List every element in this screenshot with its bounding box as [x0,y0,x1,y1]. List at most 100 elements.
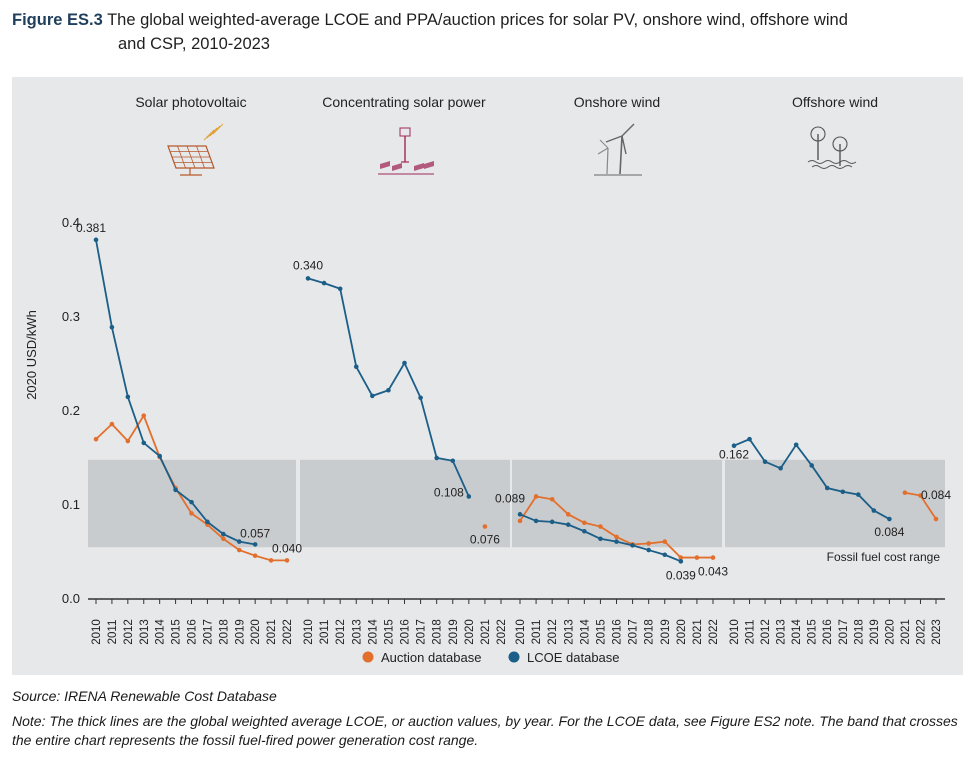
lcoe-point [565,522,571,527]
fossil-band-3 [512,459,722,548]
auction-point [710,555,716,560]
auction-point [678,555,684,560]
lcoe-point [793,442,799,448]
x-tick-label: 2018 [432,619,444,645]
data-label-lcoe: 0.162 [719,448,749,462]
turbine-tower [619,135,623,175]
x-tick-label: 2016 [400,619,412,645]
data-label-auction: 0.043 [698,565,728,579]
x-tick-label: 2022 [708,619,720,645]
x-tick-label: 2019 [448,619,460,645]
lcoe-point [582,528,587,534]
x-tick-label: 2021 [900,619,912,645]
lcoe-point [466,494,472,499]
legend-lcoe-label: LCOE database [527,650,620,665]
auction-point [598,524,603,529]
x-tick-label: 2010 [729,619,741,645]
solar-panel-icon [167,123,224,176]
turbine-blade [599,139,609,149]
x-tick-label: 2020 [250,619,262,645]
x-tick-label: 2022 [496,619,508,645]
lcoe-point [109,324,115,330]
turbine-tower [606,147,609,175]
lcoe-point [809,463,814,468]
lcoe-point [731,443,737,449]
x-tick-label: 2014 [791,619,803,645]
x-tick-label: 2015 [171,619,183,645]
auction-point [646,541,651,546]
fossil-band-2 [300,459,510,548]
auction-point [109,421,115,427]
x-tick-label: 2022 [915,619,927,645]
panel-title-3: Onshore wind [574,94,660,110]
auction-point [236,547,242,553]
x-tick-label: 2022 [282,619,294,645]
lcoe-point [337,286,343,292]
x-tick-label: 2018 [644,619,656,645]
y-axis-label: 2020 USD/kWh [24,310,39,400]
data-label-lcoe: 0.057 [240,526,270,540]
source-note: Source: IRENA Renewable Cost Database [12,688,277,704]
auction-point [549,497,555,502]
lcoe-point [205,519,210,525]
x-tick-label: 2012 [547,619,559,645]
lcoe-point [598,536,603,542]
lcoe-point [824,485,830,491]
x-tick-label: 2019 [660,619,672,645]
x-tick-label: 2019 [869,619,881,645]
auction-point [933,516,939,522]
lcoe-point [305,276,311,281]
auction-point [482,524,488,529]
x-tick-label: 2014 [579,619,591,645]
figure-title-line1: The global weighted-average LCOE and PPA… [107,11,848,29]
lcoe-point [189,499,194,505]
x-tick-label: 2016 [187,619,199,645]
legend-auction-label: Auction database [381,650,481,665]
footnote: Note: The thick lines are the global wei… [12,713,958,748]
onshore-wind-turbine-icon [594,123,642,176]
x-tick-label: 2013 [139,619,151,645]
x-tick-label: 2011 [319,620,331,645]
figure-title-line2: and CSP, 2010-2023 [118,35,270,53]
sun-ray [206,127,218,139]
sun-ray [212,123,224,135]
lcoe-point [418,395,423,401]
lcoe-point [678,559,684,564]
turbine-blade [621,123,635,137]
turbine-blade [621,135,627,155]
auction-point [125,438,131,444]
figure-number: Figure ES.3 [12,11,103,29]
solar-panel-grid [167,145,215,169]
lcoe-point [856,492,861,497]
lcoe-point [353,364,359,370]
x-tick-label: 2012 [123,619,135,645]
x-tick-label: 2015 [383,619,395,645]
y-tick-label: 0.0 [62,591,80,606]
data-label-auction: 0.084 [921,488,951,502]
data-label-lcoe: 0.340 [293,258,323,272]
figure-title: Figure ES.3 The global weighted-average … [12,8,967,56]
turbine-blade [597,147,609,155]
x-tick-label: 2018 [853,619,865,645]
lcoe-point [370,393,375,399]
panel-title-1: Solar photovoltaic [135,94,246,110]
fossil-band-label: Fossil fuel cost range [827,550,941,564]
auction-point [284,558,290,563]
legend-lcoe-marker [508,651,520,663]
lcoe-point [840,489,846,495]
lcoe-point [157,453,162,459]
x-tick-label: 2011 [745,620,757,645]
sun-ray [203,129,215,141]
x-tick-label: 2019 [234,619,246,645]
auction-point [533,494,539,499]
csp-heliostat [424,161,434,169]
x-tick-label: 2013 [776,619,788,645]
lcoe-chart: 2020 USD/kWh 0.0 0.1 0.2 0.3 0.4 Solar photovo… [24,94,951,665]
auction-point [517,518,523,524]
x-tick-label: 2020 [884,619,896,645]
x-tick-label: 2021 [692,619,704,645]
lcoe-point [887,516,892,522]
x-tick-label: 2023 [931,619,943,645]
lcoe-point [125,394,131,400]
lcoe-point [549,519,555,525]
